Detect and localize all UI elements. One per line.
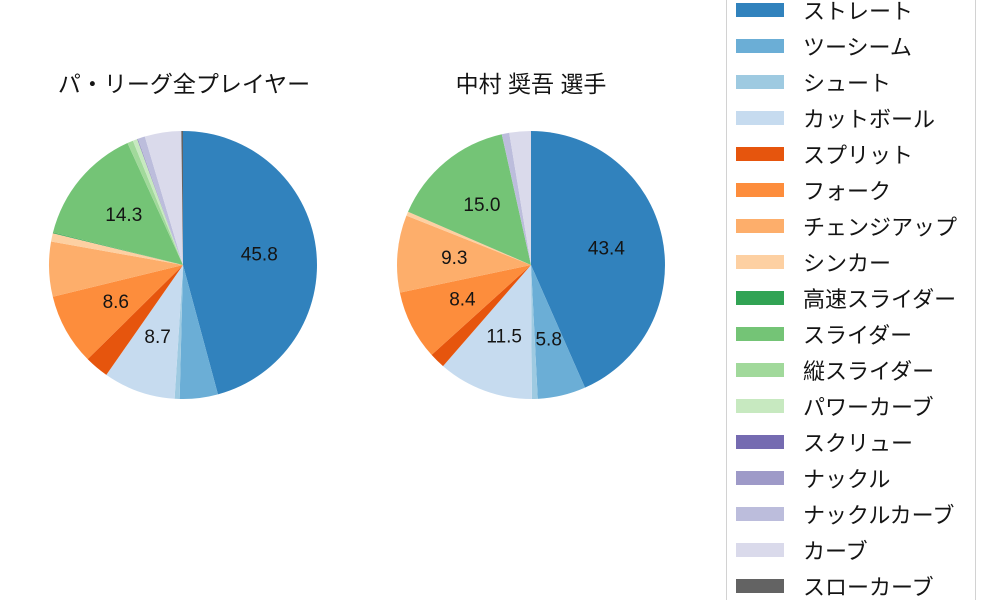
legend-swatch-icon [736, 147, 784, 161]
legend-item: ナックルカーブ [727, 496, 954, 532]
legend-item: チェンジアップ [727, 208, 957, 244]
chart-title-player: 中村 奨吾 選手 [455, 71, 607, 97]
pie-slice [137, 138, 183, 265]
legend-swatch-icon [736, 39, 784, 53]
pie-slice [396, 215, 531, 293]
pie-slice [501, 132, 531, 265]
pie-slice [53, 143, 183, 265]
pie-slice [531, 131, 665, 388]
legend-item: カーブ [727, 532, 868, 568]
pie-slice [174, 265, 183, 399]
pie-chart-league: 45.8 8.7 8.6 14.3 [49, 131, 317, 400]
legend-item: スローカーブ [727, 568, 934, 600]
legend-item-label: カーブ [803, 539, 868, 564]
pie-chart-player: 43.4 5.8 11.5 8.4 9.3 15.0 [396, 131, 665, 400]
legend-swatch-icon [736, 183, 784, 197]
pie-slice [87, 265, 183, 375]
pie-slice [144, 131, 183, 265]
pie-slice-label: 8.6 [103, 292, 129, 313]
pie-slice [51, 233, 183, 265]
legend-item-label: スクリュー [803, 431, 914, 456]
legend-swatch-icon [736, 3, 784, 17]
pie-slice-label: 9.3 [441, 248, 467, 269]
pie-slice-label: 45.8 [241, 244, 278, 265]
pie-slice [106, 265, 183, 399]
legend-item: ナックル [727, 460, 890, 496]
legend-swatch-icon [736, 471, 784, 485]
legend-swatch-icon [736, 543, 784, 557]
legend-item-label: ストレート [803, 0, 914, 24]
pie-slice [127, 140, 183, 265]
legend-item: パワーカーブ [727, 388, 934, 424]
pie-slice [132, 139, 183, 265]
pie-slice [138, 136, 183, 265]
legend-swatch-icon [736, 399, 784, 413]
chart-title-league: パ・リーグ全プレイヤー [57, 71, 311, 97]
legend-item: スライダー [727, 316, 912, 352]
legend-item-label: スプリット [803, 143, 914, 168]
pie-slice [406, 211, 531, 265]
legend-item: ストレート [727, 0, 913, 28]
pie-slice [399, 265, 531, 355]
pie-slice-label: 11.5 [486, 327, 522, 348]
legend-item-label: カットボール [803, 107, 936, 132]
legend-item: 縦スライダー [727, 352, 934, 388]
legend-item: スクリュー [727, 424, 913, 460]
legend-swatch-icon [736, 507, 784, 521]
legend-item: スプリット [727, 136, 913, 172]
legend-item: シュート [727, 64, 891, 100]
pie-slice [183, 131, 317, 395]
legend-swatch-icon [736, 435, 784, 449]
pie-slice [531, 265, 538, 399]
legend-swatch-icon [736, 255, 784, 269]
legend-item: シンカー [727, 244, 891, 280]
pie-slice [431, 265, 531, 367]
pie-slice-label: 8.4 [449, 290, 476, 311]
legend-item-label: 高速スライダー [803, 287, 957, 312]
legend-item-label: 縦スライダー [803, 359, 935, 384]
legend-swatch-icon [736, 219, 784, 233]
pie-slice [181, 131, 183, 265]
pie-slice-label: 14.3 [105, 205, 142, 226]
pie-slice [179, 265, 218, 400]
legend-swatch-icon [736, 327, 784, 341]
pie-slice-label: 5.8 [535, 329, 561, 350]
pie-slice [52, 265, 183, 360]
pie-slice [52, 232, 183, 265]
legend-item-label: シュート [803, 71, 892, 96]
legend-item: フォーク [727, 172, 891, 208]
legend-swatch-icon [736, 75, 784, 89]
legend-item-label: チェンジアップ [803, 215, 958, 240]
legend-item: 高速スライダー [727, 280, 956, 316]
legend: ストレートツーシームシュートカットボール スプリットフォークチェンジアップ シンカー… [726, 0, 976, 600]
pie-slice [408, 134, 531, 265]
pie-slice-label: 15.0 [463, 195, 500, 216]
legend-item: カットボール [727, 100, 935, 136]
legend-swatch-icon [736, 291, 784, 305]
legend-item: ツーシーム [727, 28, 912, 64]
pie-slice-label: 8.7 [144, 327, 170, 348]
legend-item-label: ナックル [803, 467, 891, 492]
pie-slice [49, 241, 184, 297]
legend-swatch-icon [736, 579, 784, 593]
legend-item-label: ツーシーム [803, 35, 912, 60]
legend-swatch-icon [736, 363, 784, 377]
legend-item-label: ナックルカーブ [803, 503, 955, 528]
pie-slice [137, 138, 183, 265]
legend-item-label: シンカー [803, 251, 892, 276]
legend-item-label: パワーカーブ [803, 395, 934, 420]
pie-slice-label: 43.4 [588, 239, 625, 260]
legend-item-label: スローカーブ [803, 575, 934, 600]
pie-slice [443, 265, 532, 400]
legend-swatch-icon [736, 111, 784, 125]
legend-item-label: フォーク [803, 179, 892, 204]
pie-slice [531, 265, 585, 399]
pie-slice [509, 131, 531, 265]
legend-item-label: スライダー [803, 323, 913, 348]
